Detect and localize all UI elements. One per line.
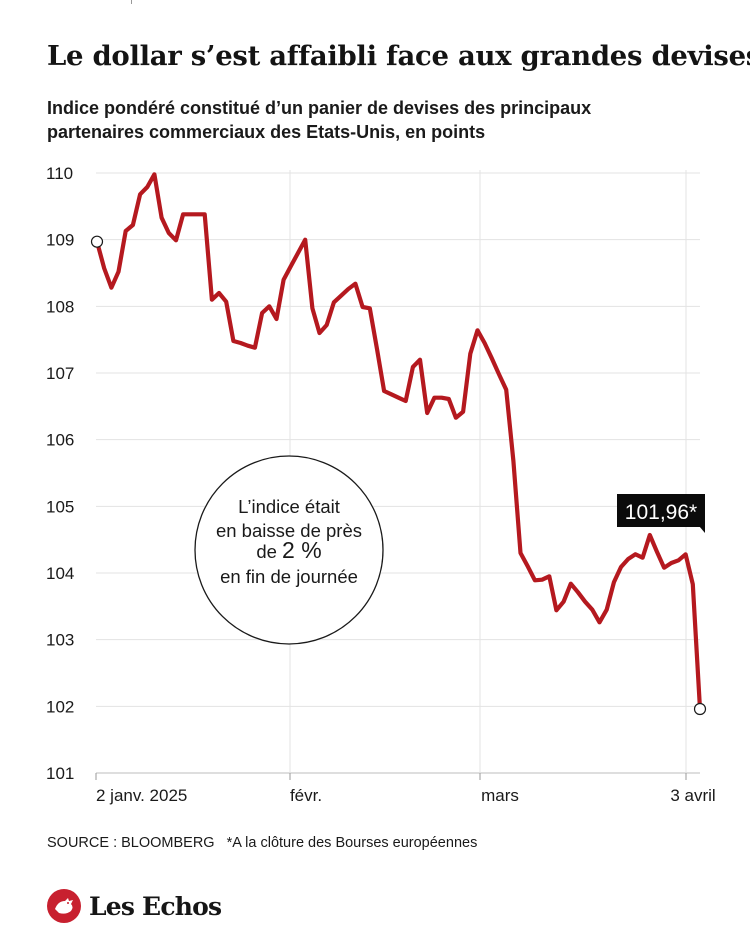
rooster-icon [47,889,81,923]
annotation-circle [194,455,384,645]
y-tick-label: 104 [46,564,74,583]
y-axis-labels: 101 102 103 104 105 106 107 108 109 110 [46,164,74,783]
y-tick-label: 102 [46,697,74,716]
les-echos-logo: Les Echos [47,888,222,924]
chart-title: Le dollar s’est affaibli face aux grande… [47,40,750,72]
bubble-line-3: de 2 % [256,537,321,563]
y-tick-label: 101 [46,764,74,783]
bubble-line-2: en baisse de près [216,520,362,541]
y-tick-label: 107 [46,364,74,383]
top-edge-tick [131,0,132,4]
last-value-label: 101,96* [625,501,697,524]
footer: SOURCE : BLOOMBERG *A la clôture des Bou… [47,835,477,851]
x-axis-labels: 2 janv. 2025 févr. mars 3 avril [95,773,716,805]
gridlines [96,170,700,774]
start-point-marker [90,235,104,248]
last-value-box [617,494,705,527]
chart-subtitle: Indice pondéré constitué d’un panier de … [47,98,592,142]
y-tick-label: 105 [46,497,74,516]
source-text: SOURCE : BLOOMBERG [47,835,215,851]
last-value-pointer [699,526,705,533]
y-tick-label: 106 [46,431,74,450]
last-value-callout: 101,96* [617,494,705,533]
x-tick-label: mars [481,786,519,805]
bubble-line-3-prefix: de [256,541,282,562]
series-line [94,172,703,712]
bubble-line-4: en fin de journée [220,566,358,587]
y-tick-label: 109 [46,231,74,250]
annotation-bubble: L’indice était en baisse de près de 2 % … [194,455,384,645]
y-tick-label: 108 [46,297,74,316]
y-tick-label: 110 [46,164,73,183]
endpoint-markers [90,235,707,716]
chart-svg: 101 102 103 104 105 106 107 108 109 110 2 janv. 2… [46,164,716,805]
x-tick-label: 2 janv. 2025 [96,786,187,805]
bubble-line-1: L’indice était [238,496,340,517]
end-point-marker [693,702,707,716]
y-tick-label: 103 [46,631,74,650]
x-tick-label: févr. [290,786,322,805]
bubble-line-3-emphasis: 2 % [282,537,322,563]
logo-wordmark: Les Echos [89,891,222,921]
x-tick-label: 3 avril [670,786,715,805]
footnote-text: *A la clôture des Bourses européennes [226,835,478,851]
